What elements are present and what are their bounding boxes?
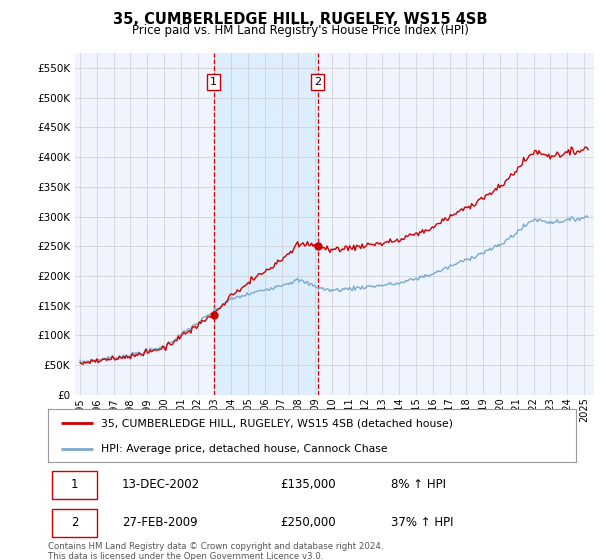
Text: 27-FEB-2009: 27-FEB-2009 (122, 516, 197, 529)
Text: £135,000: £135,000 (280, 478, 336, 492)
Text: 8% ↑ HPI: 8% ↑ HPI (391, 478, 446, 492)
Text: HPI: Average price, detached house, Cannock Chase: HPI: Average price, detached house, Cann… (101, 444, 388, 454)
Text: 35, CUMBERLEDGE HILL, RUGELEY, WS15 4SB (detached house): 35, CUMBERLEDGE HILL, RUGELEY, WS15 4SB … (101, 418, 453, 428)
FancyBboxPatch shape (52, 470, 97, 500)
FancyBboxPatch shape (52, 508, 97, 537)
Text: 35, CUMBERLEDGE HILL, RUGELEY, WS15 4SB: 35, CUMBERLEDGE HILL, RUGELEY, WS15 4SB (113, 12, 487, 27)
Text: Price paid vs. HM Land Registry's House Price Index (HPI): Price paid vs. HM Land Registry's House … (131, 24, 469, 36)
Text: Contains HM Land Registry data © Crown copyright and database right 2024.
This d: Contains HM Land Registry data © Crown c… (48, 542, 383, 560)
Text: 13-DEC-2002: 13-DEC-2002 (122, 478, 200, 492)
Bar (214, 53, 318, 395)
Text: 1: 1 (210, 77, 217, 87)
Text: £250,000: £250,000 (280, 516, 336, 529)
Text: 2: 2 (71, 516, 79, 529)
Text: 2: 2 (314, 77, 321, 87)
Text: 37% ↑ HPI: 37% ↑ HPI (391, 516, 454, 529)
Text: 1: 1 (71, 478, 79, 492)
